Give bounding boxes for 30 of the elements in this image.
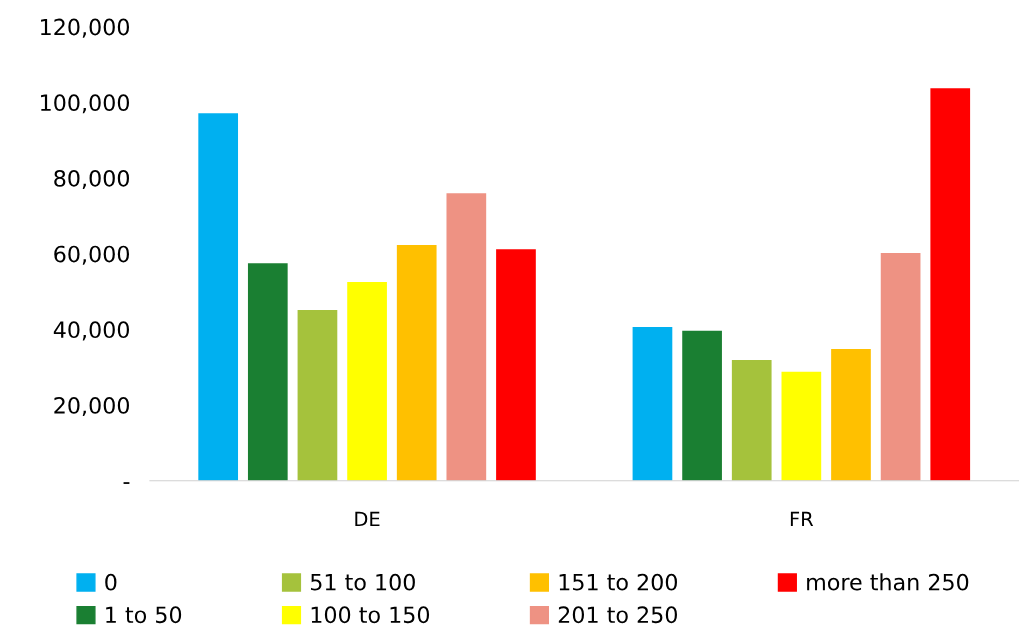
bar (198, 113, 239, 481)
bar (831, 349, 871, 481)
y-tick-label: 120,000 (41, 18, 130, 38)
bar (781, 371, 822, 481)
legend-label: 201 to 250 (558, 606, 677, 624)
bar (347, 282, 387, 481)
bar (396, 244, 437, 481)
y-tick-label: 100,000 (41, 94, 130, 114)
y-tick-label: 40,000 (53, 321, 130, 341)
bar (632, 327, 673, 481)
y-tick-label: - (123, 482, 130, 484)
bar (496, 249, 536, 481)
legend-label: 100 to 150 (311, 606, 430, 624)
legend-label: 0 (105, 573, 117, 591)
legend-label: more than 250 (807, 573, 969, 591)
bar (682, 330, 722, 481)
bar (247, 263, 288, 481)
y-tick-label: 20,000 (54, 396, 130, 417)
x-tick-label: DE (355, 511, 380, 527)
bar (731, 360, 772, 481)
bar (930, 88, 971, 481)
bar (880, 252, 921, 481)
y-tick-label: 80,000 (54, 169, 130, 190)
bar (297, 310, 338, 481)
x-tick-label: FR (790, 511, 814, 527)
legend-label: 151 to 200 (559, 573, 677, 591)
legend-label: 51 to 100 (310, 573, 415, 591)
bar (446, 193, 487, 481)
legend-label: 1 to 50 (106, 606, 182, 624)
y-tick-label: 60,000 (54, 245, 130, 265)
